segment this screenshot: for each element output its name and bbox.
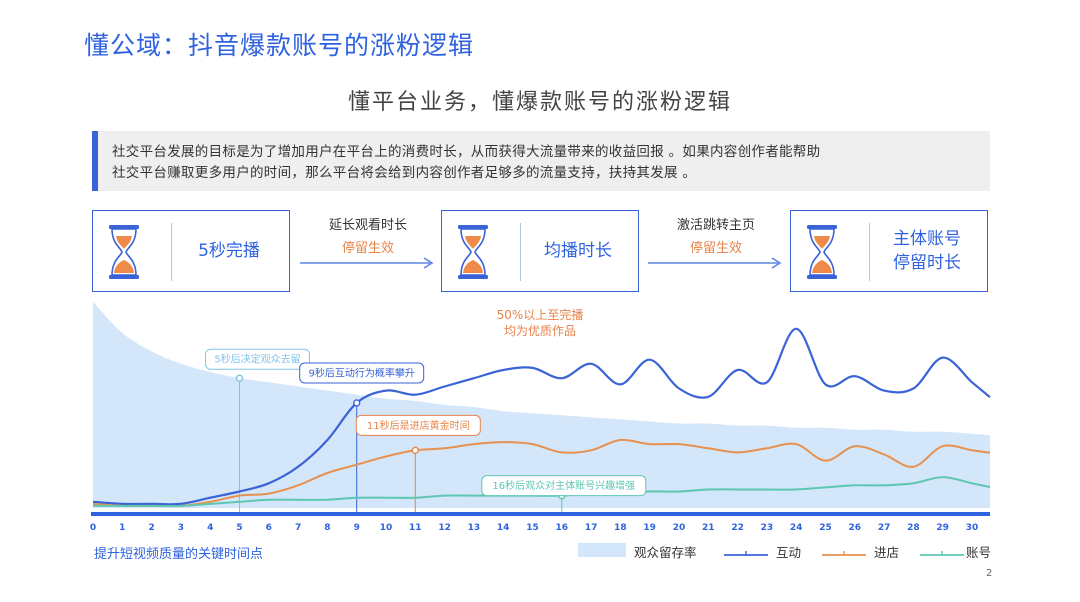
x-tick-label: 21 bbox=[702, 523, 715, 533]
stage-box-3: 主体账号 停留时长 bbox=[790, 210, 988, 292]
x-tick-label: 19 bbox=[643, 523, 656, 533]
stage-divider bbox=[520, 223, 521, 281]
flow-arrow-2: 激活跳转主页 停留生效 bbox=[646, 214, 786, 269]
x-tick-label: 13 bbox=[468, 523, 481, 533]
quality-note-line-2: 均为优质作品 bbox=[503, 324, 576, 338]
annotation-label: 9秒后互动行为概率攀升 bbox=[309, 366, 415, 379]
annotation-label-box bbox=[205, 348, 310, 370]
stage-1-label: 5秒完播 bbox=[198, 241, 260, 261]
arrow-2-top-label: 激活跳转主页 bbox=[676, 218, 755, 233]
annotation-point bbox=[353, 399, 361, 407]
annotation-label: 5秒后决定观众去留 bbox=[214, 353, 300, 366]
hourglass-icon bbox=[458, 225, 488, 279]
legend-label-store: 进店 bbox=[874, 545, 900, 560]
chart-footer-label: 提升短视频质量的关键时间点 bbox=[94, 547, 264, 562]
legend-swatch-retention bbox=[578, 543, 626, 557]
stage-divider bbox=[869, 223, 870, 281]
stage-2-label: 均播时长 bbox=[544, 241, 612, 261]
x-tick-label: 17 bbox=[585, 523, 598, 533]
legend-swatch-account bbox=[920, 551, 964, 556]
flow-arrow-1: 延长观看时长 停留生效 bbox=[298, 214, 438, 269]
x-tick-label: 6 bbox=[266, 523, 272, 533]
intro-box: 社交平台发展的目标是为了增加用户在平台上的消费时长，从而获得大流量带来的收益回报… bbox=[92, 131, 990, 191]
arrow-right-icon bbox=[300, 257, 434, 269]
series-line-1 bbox=[92, 327, 991, 506]
x-tick-label: 30 bbox=[966, 523, 979, 533]
hourglass-icon bbox=[109, 225, 139, 279]
annotation-label: 11秒后是进店黄金时间 bbox=[367, 419, 470, 432]
arrow-1-top-label: 延长观看时长 bbox=[328, 218, 407, 233]
legend-swatch-interaction bbox=[724, 551, 768, 556]
stage-label: 主体账号 停留时长 bbox=[871, 211, 983, 291]
x-tick-label: 16 bbox=[556, 523, 569, 533]
stage-label: 5秒完播 bbox=[173, 211, 285, 291]
hourglass-icon bbox=[807, 225, 837, 279]
legend-swatch-store bbox=[822, 551, 866, 556]
x-tick-label: 20 bbox=[673, 523, 686, 533]
quality-note-line-1: 50%以上至完播 bbox=[496, 308, 584, 322]
stage-3-label: 主体账号 bbox=[893, 229, 961, 249]
x-tick-label: 15 bbox=[526, 523, 539, 533]
x-tick-label: 1 bbox=[119, 523, 125, 533]
x-tick-label: 27 bbox=[878, 523, 891, 533]
legend-label-interaction: 互动 bbox=[776, 545, 802, 560]
annotation-point bbox=[235, 374, 244, 382]
x-tick-label: 0 bbox=[90, 523, 96, 533]
retention-area bbox=[93, 302, 990, 508]
arrow-right-icon bbox=[648, 257, 782, 269]
x-tick-label: 24 bbox=[790, 523, 803, 533]
quality-note: 50%以上至完播 均为优质作品 bbox=[470, 307, 610, 339]
x-tick-label: 3 bbox=[178, 523, 184, 533]
x-tick-label: 2 bbox=[148, 523, 154, 533]
intro-text: 社交平台发展的目标是为了增加用户在平台上的消费时长，从而获得大流量带来的收益回报… bbox=[98, 131, 990, 184]
annotation-label-box bbox=[299, 362, 425, 384]
arrow-2-bottom-label: 停留生效 bbox=[689, 241, 742, 256]
x-tick-label: 28 bbox=[907, 523, 920, 533]
page-subtitle: 懂平台业务，懂爆款账号的涨粉逻辑 bbox=[347, 90, 732, 115]
x-tick-label: 7 bbox=[295, 523, 301, 533]
x-tick-label: 4 bbox=[207, 523, 213, 533]
annotation-label: 16秒后观众对主体账号兴趣增强 bbox=[492, 479, 635, 492]
x-tick-label: 10 bbox=[380, 523, 393, 533]
x-tick-label: 8 bbox=[324, 523, 330, 533]
page-title: 懂公域：抖音爆款账号的涨粉逻辑 bbox=[84, 31, 475, 60]
x-tick-label: 12 bbox=[438, 523, 451, 533]
x-tick-label: 5 bbox=[236, 523, 242, 533]
x-tick-label: 26 bbox=[849, 523, 862, 533]
legend-label-account: 账号 bbox=[966, 545, 992, 560]
annotation-point bbox=[411, 446, 419, 455]
x-tick-label: 25 bbox=[819, 523, 832, 533]
x-tick-label: 22 bbox=[731, 523, 744, 533]
stage-3-label-2: 停留时长 bbox=[893, 253, 961, 273]
stage-label: 均播时长 bbox=[522, 211, 634, 291]
stage-box-2: 均播时长 bbox=[441, 210, 639, 292]
x-tick-label: 14 bbox=[497, 523, 510, 533]
intro-line-1: 社交平台发展的目标是为了增加用户在平台上的消费时长，从而获得大流量带来的收益回报… bbox=[112, 144, 821, 160]
x-tick-label: 11 bbox=[409, 523, 422, 533]
series-line-2 bbox=[92, 438, 991, 508]
annotation-label-box bbox=[355, 414, 481, 436]
page-number: 2 bbox=[986, 568, 993, 579]
arrow-1-bottom-label: 停留生效 bbox=[341, 241, 394, 256]
x-tick-label: 18 bbox=[614, 523, 627, 533]
legend-label-retention: 观众留存率 bbox=[634, 545, 697, 560]
x-tick-label: 29 bbox=[936, 523, 949, 533]
x-tick-label: 9 bbox=[354, 523, 360, 533]
intro-line-2: 社交平台赚取更多用户的时间，那么平台将会给到内容创作者足够多的流量支持，扶持其发… bbox=[112, 165, 697, 181]
x-tick-label: 23 bbox=[761, 523, 774, 533]
annotation-label-box bbox=[481, 475, 647, 497]
stage-box-1: 5秒完播 bbox=[92, 210, 290, 292]
stage-divider bbox=[171, 223, 172, 281]
